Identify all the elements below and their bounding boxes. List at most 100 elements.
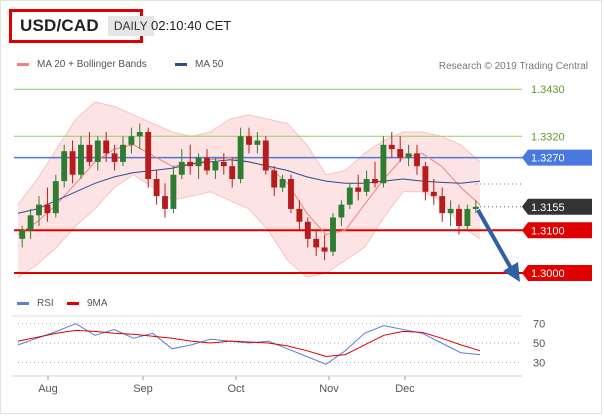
legend-9ma-label: 9MA [87, 298, 108, 309]
candle [355, 174, 362, 201]
candle-body [145, 131, 152, 179]
candle [439, 187, 446, 222]
x-axis-label-oct: Oct [227, 383, 244, 395]
candle [321, 234, 328, 261]
level-tag-1.3155: 1.3155 [522, 198, 592, 215]
level-tag-bg [522, 198, 592, 215]
candle-body [372, 179, 378, 184]
candle-body [363, 179, 370, 192]
level-label-1.3270: 1.3270 [531, 153, 565, 165]
candle [262, 136, 269, 175]
candle [128, 127, 135, 154]
candle [69, 140, 76, 184]
bollinger-upper-line [17, 101, 481, 205]
candle [338, 200, 345, 227]
candle-body [439, 196, 446, 214]
rsi-tick-50: 50 [533, 338, 545, 350]
candle [246, 127, 252, 154]
candle-body [103, 140, 110, 154]
candle [204, 149, 210, 175]
candle-body [19, 230, 26, 239]
candle [313, 230, 320, 256]
level-tag-1.3270: 1.3270 [522, 149, 592, 166]
forecast-arrow-head [503, 262, 520, 282]
candle [456, 204, 462, 235]
candle-body [237, 136, 244, 179]
candle-body [430, 191, 437, 197]
candle-body [338, 204, 345, 218]
candle-body [330, 217, 336, 252]
candle-body [136, 131, 143, 137]
candle [94, 136, 101, 171]
candle-body [69, 151, 76, 175]
bollinger-lower-line [17, 174, 481, 278]
candle [330, 213, 336, 256]
x-axis-label-aug: Aug [38, 383, 58, 395]
candle-body [422, 166, 429, 192]
candle-body [447, 208, 454, 214]
candle [237, 127, 244, 184]
candle [103, 131, 110, 162]
candle-body [414, 153, 420, 167]
candle [111, 144, 118, 171]
candle-body [397, 149, 404, 158]
level-tag-1.3000: 1.3000 [522, 265, 592, 282]
candle-body [355, 187, 362, 192]
candle-body [204, 157, 210, 171]
candle-body [321, 247, 328, 252]
level-tag-1.3100: 1.3100 [522, 222, 592, 239]
candle-body [187, 161, 194, 167]
candle [153, 170, 160, 205]
candle-body [271, 170, 278, 188]
legend-rsi-swatch [17, 302, 29, 305]
candle [363, 170, 370, 197]
candle [220, 153, 227, 175]
candle [372, 161, 378, 188]
candle-body [346, 187, 353, 205]
level-label-1.3430: 1.3430 [531, 84, 565, 96]
x-axis-label-dec: Dec [395, 383, 415, 395]
candle-body [212, 161, 219, 171]
legend-9ma: 9MA [67, 298, 108, 309]
candle-body [388, 144, 395, 150]
candle [170, 166, 177, 214]
candle [304, 217, 311, 248]
bollinger-band-area [18, 102, 480, 278]
candle [178, 149, 185, 179]
candle [397, 136, 404, 162]
candle-body [94, 140, 101, 162]
candle-body [296, 208, 303, 222]
candle [388, 131, 395, 158]
timestamp: 02:10:40 CET [151, 18, 232, 33]
candle [271, 166, 278, 197]
period-badge[interactable]: DAILY [107, 16, 154, 36]
candle [44, 187, 51, 222]
candle-body [279, 179, 286, 188]
candle [288, 174, 294, 214]
candle-body [36, 204, 42, 216]
level-label-1.3100: 1.3100 [531, 225, 565, 237]
symbol-box[interactable]: USD/CAD DAILY [9, 9, 154, 43]
candle-body [288, 179, 294, 209]
candle [422, 161, 429, 201]
forecast-arrow-shaft [476, 209, 514, 271]
rsi-tick-30: 30 [533, 357, 545, 369]
candle [78, 136, 84, 179]
rsi-9ma-line [17, 329, 481, 358]
rsi-tick-70: 70 [533, 319, 545, 331]
level-tag-bg [522, 222, 592, 239]
candle-body [405, 153, 412, 158]
candle [187, 144, 194, 175]
candle-body [111, 153, 118, 162]
legend-rsi: RSI [17, 298, 54, 309]
candle-body [44, 204, 51, 214]
candle [447, 200, 454, 227]
candle-body [456, 208, 462, 227]
legend-ma20-label: MA 20 + Bollinger Bands [37, 59, 147, 70]
candle [229, 157, 236, 188]
candle [19, 226, 26, 248]
candle [212, 157, 219, 179]
level-tag-bg [522, 265, 592, 282]
